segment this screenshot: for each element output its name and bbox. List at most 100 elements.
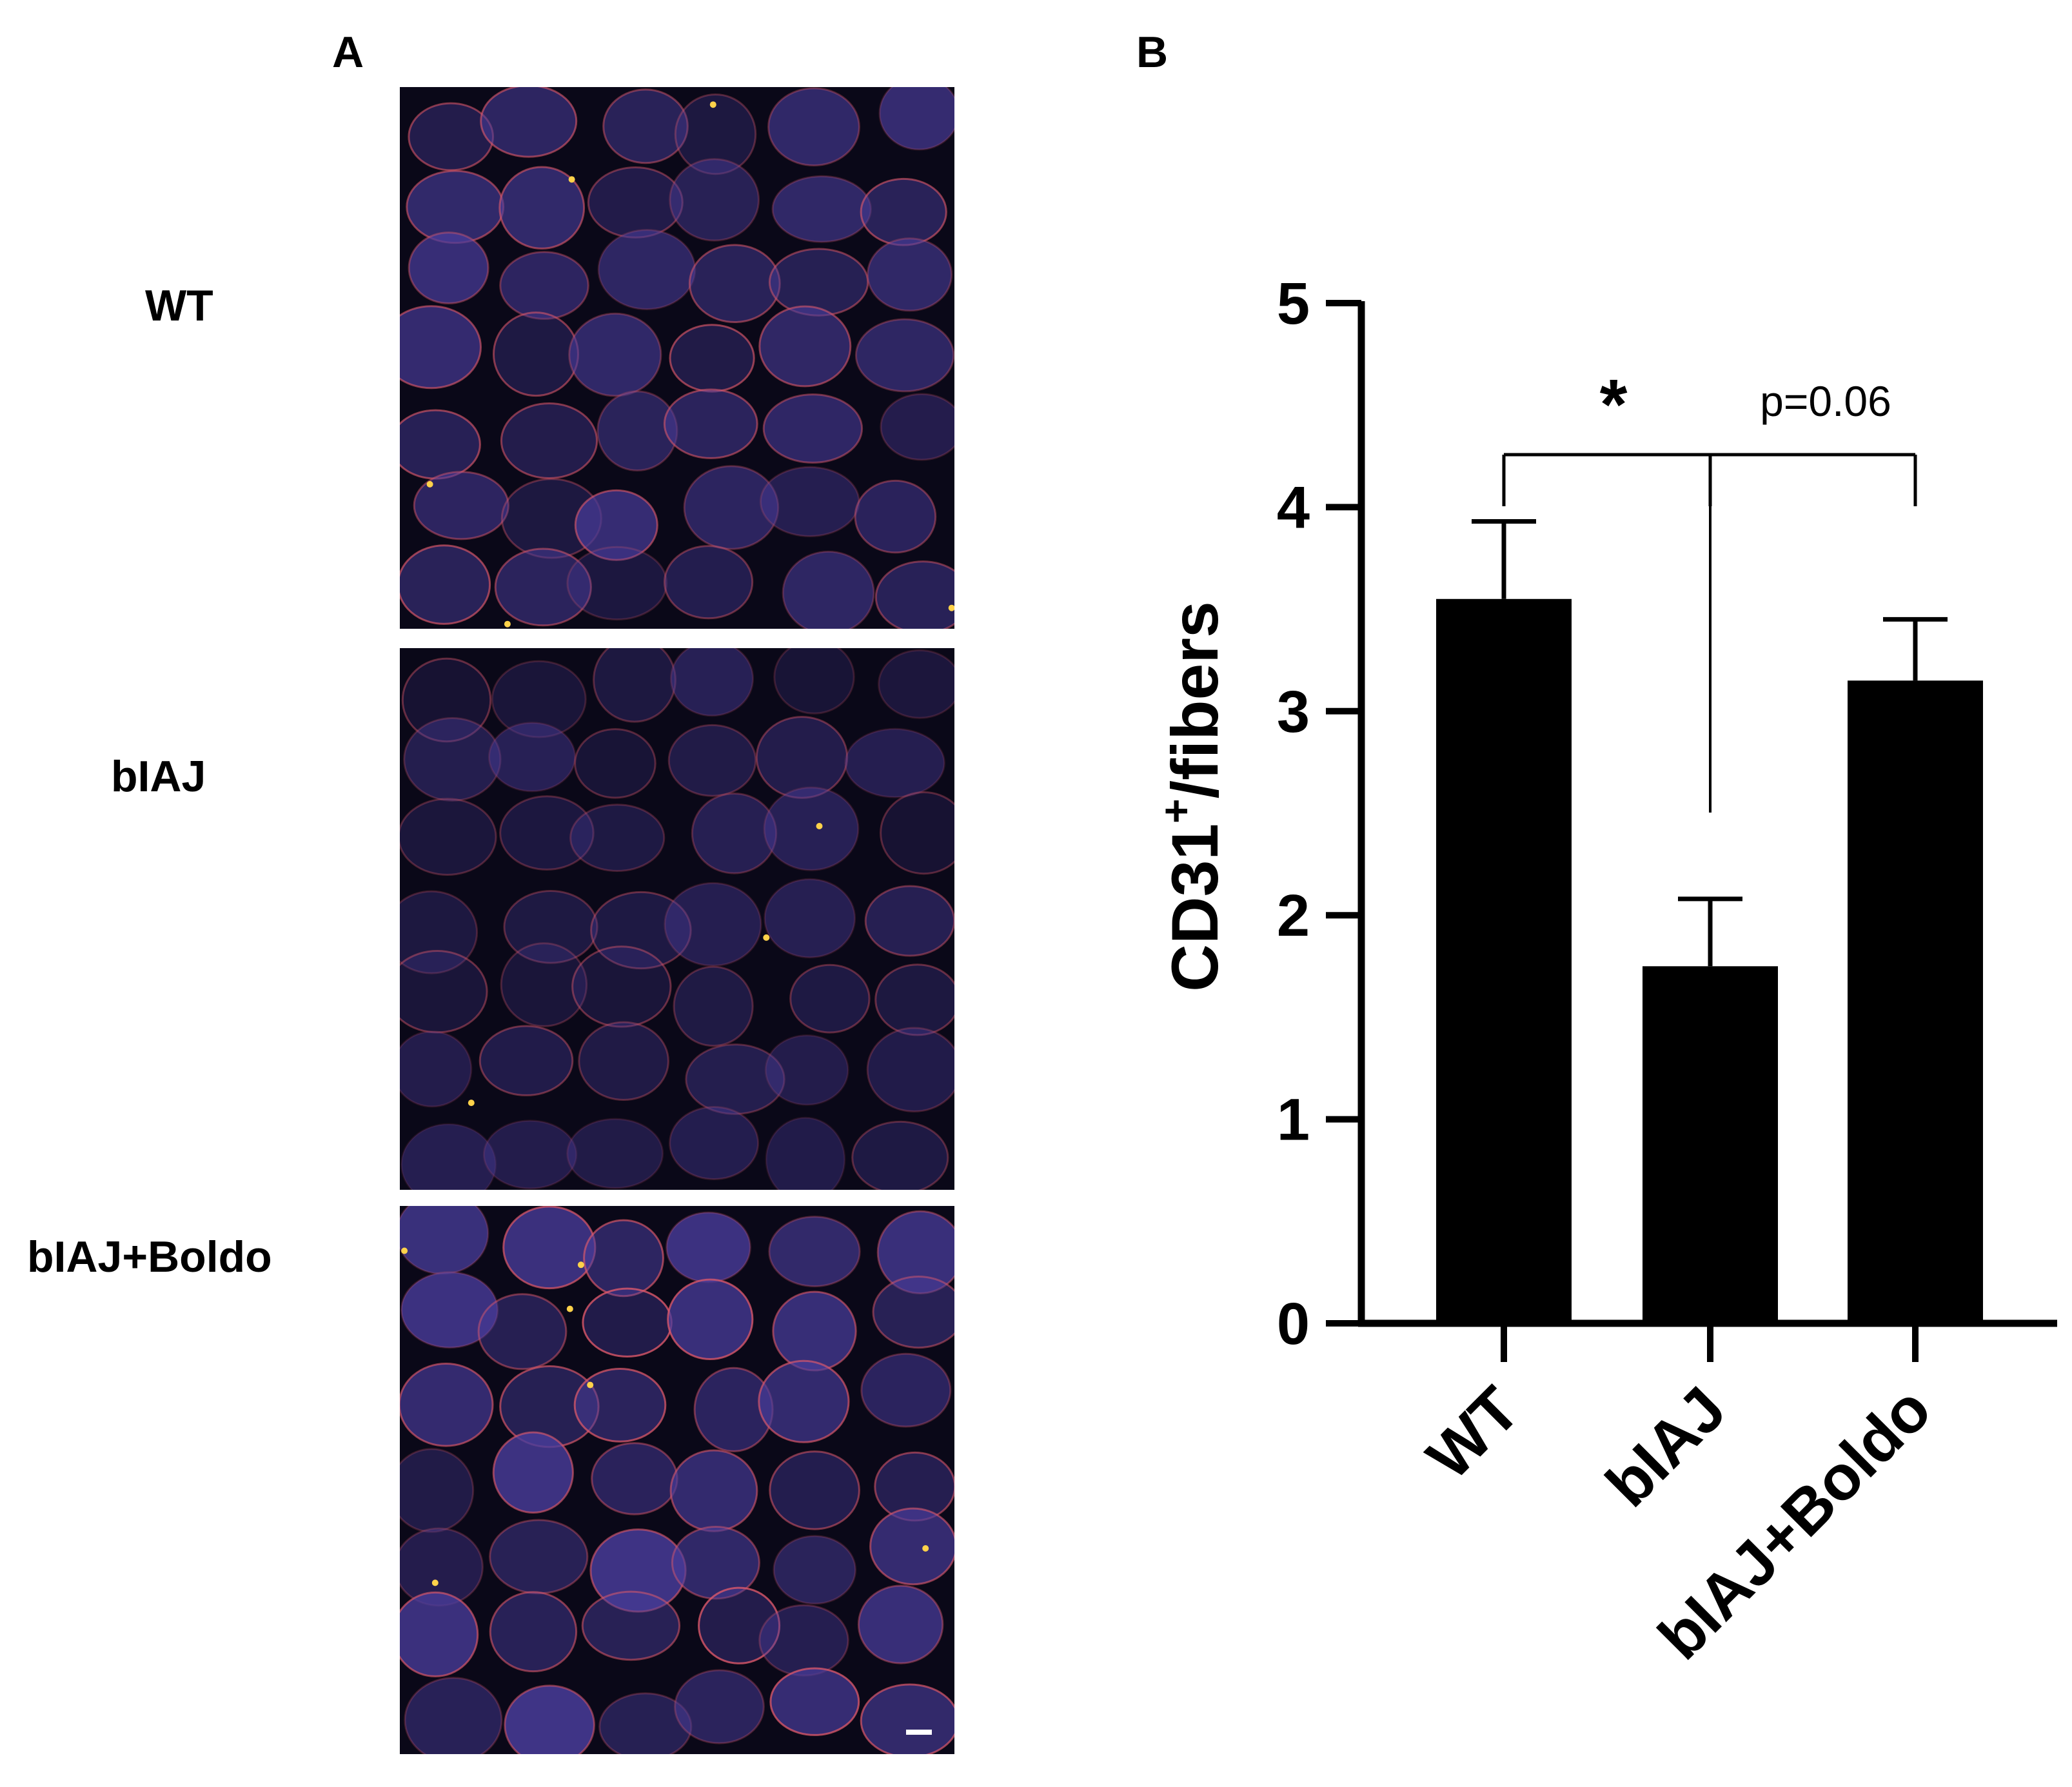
- bar: [1436, 598, 1572, 1323]
- y-tick-label: 3: [1277, 679, 1310, 745]
- panel-a-letter: A: [332, 28, 364, 77]
- panel-b-letter: B: [1136, 28, 1169, 77]
- y-tick-label: 5: [1277, 271, 1310, 337]
- muscle-fiber: [574, 489, 658, 561]
- muscle-fiber: [403, 717, 502, 802]
- muscle-fiber: [400, 798, 497, 876]
- muscle-fiber: [574, 728, 656, 799]
- muscle-fiber: [755, 716, 849, 799]
- y-tick-label: 1: [1277, 1087, 1310, 1153]
- cd31-hotspot: [577, 1261, 584, 1269]
- bar: [1643, 966, 1778, 1323]
- y-axis-label-sup: +: [1152, 798, 1199, 824]
- muscle-fiber: [499, 795, 595, 871]
- muscle-fiber: [597, 229, 696, 310]
- muscle-fiber: [765, 1116, 846, 1190]
- muscle-fiber: [494, 548, 592, 627]
- muscle-fiber: [401, 657, 492, 743]
- muscle-fiber: [669, 648, 755, 717]
- muscle-fiber: [491, 660, 587, 738]
- cd31-hotspot: [468, 1100, 475, 1107]
- cd31-hotspot: [948, 604, 954, 611]
- muscle-fiber: [492, 1431, 574, 1514]
- cd31-hotspot: [504, 620, 511, 627]
- muscle-fiber: [876, 1210, 954, 1294]
- muscle-fiber: [769, 1667, 860, 1736]
- muscle-fiber: [674, 1669, 765, 1744]
- muscle-fiber: [683, 465, 780, 550]
- muscle-fiber: [688, 244, 781, 324]
- muscle-fiber: [503, 890, 598, 964]
- muscle-fiber: [400, 1448, 475, 1533]
- cd31-hotspot: [431, 1579, 439, 1586]
- muscle-fiber: [590, 891, 692, 970]
- muscle-fiber: [669, 158, 760, 242]
- muscle-fiber: [789, 963, 871, 1034]
- muscle-fiber: [566, 546, 668, 621]
- muscle-fiber: [400, 890, 479, 974]
- micrograph-biaj-boldo: [400, 1206, 954, 1754]
- muscle-fiber: [499, 251, 589, 320]
- muscle-fiber: [854, 318, 954, 393]
- muscle-fiber: [874, 560, 954, 629]
- y-axis-label-rest: /fibers: [1158, 601, 1232, 798]
- muscle-fiber: [404, 1677, 503, 1754]
- row-label-biaj-boldo: bIAJ+Boldo: [27, 1232, 272, 1281]
- muscle-fiber: [773, 648, 855, 715]
- muscle-fiber: [866, 237, 953, 312]
- y-tick-label: 4: [1277, 475, 1310, 540]
- significance-p-value: p=0.06: [1760, 377, 1891, 425]
- muscle-fiber: [764, 878, 856, 959]
- cd31-hotspot: [568, 176, 575, 183]
- muscle-fiber: [568, 312, 662, 397]
- muscle-fiber: [878, 87, 954, 151]
- cd31-hotspot: [922, 1545, 929, 1552]
- cd31-hotspot: [401, 1247, 408, 1254]
- cd31-hotspot: [816, 823, 823, 829]
- muscle-fiber: [400, 544, 491, 625]
- muscle-fiber: [573, 1368, 667, 1443]
- muscle-fiber: [860, 1352, 952, 1428]
- muscle-fiber: [864, 885, 954, 957]
- significance-star: *: [1600, 365, 1628, 444]
- muscle-fiber: [583, 1219, 664, 1298]
- muscle-fiber: [673, 965, 754, 1047]
- muscle-fiber: [762, 393, 863, 464]
- muscle-fiber: [674, 94, 757, 175]
- cd31-hotspot: [426, 480, 433, 488]
- muscle-fiber: [488, 722, 577, 793]
- row-label-wt: WT: [145, 281, 213, 330]
- muscle-fiber: [667, 1278, 754, 1361]
- muscle-fiber: [857, 1585, 944, 1664]
- muscle-fiber: [498, 166, 586, 250]
- y-tick-label: 0: [1277, 1291, 1310, 1357]
- muscle-fiber: [400, 1123, 497, 1190]
- muscle-fiber: [667, 724, 757, 797]
- muscle-fiber: [571, 945, 672, 1028]
- micrograph-biaj: [400, 648, 954, 1190]
- cd31-hotspot: [763, 934, 770, 941]
- muscle-fiber: [480, 87, 578, 158]
- muscle-fiber: [566, 1118, 664, 1189]
- muscle-fiber: [581, 1590, 681, 1661]
- muscle-fiber: [782, 550, 875, 629]
- muscle-fiber: [400, 1031, 473, 1108]
- x-tick-label: bIAJ: [1592, 1373, 1739, 1520]
- muscle-fiber: [758, 1359, 850, 1443]
- muscle-fiber: [400, 1363, 494, 1447]
- muscle-fiber: [489, 1591, 578, 1673]
- muscle-fiber: [663, 388, 758, 459]
- muscle-fiber: [698, 1586, 781, 1664]
- muscle-fiber: [768, 1216, 861, 1288]
- muscle-fiber: [685, 1043, 785, 1115]
- muscle-fiber: [758, 305, 852, 388]
- y-axis-label-main: CD31: [1158, 824, 1232, 992]
- muscle-fiber: [413, 471, 509, 540]
- muscle-fiber: [504, 1684, 595, 1754]
- muscle-fiber: [400, 1591, 479, 1677]
- muscle-fiber: [771, 175, 872, 243]
- muscle-fiber: [664, 545, 754, 620]
- muscle-fiber: [869, 1507, 954, 1586]
- x-tick-label: WT: [1413, 1373, 1533, 1493]
- muscle-fiber: [763, 786, 860, 871]
